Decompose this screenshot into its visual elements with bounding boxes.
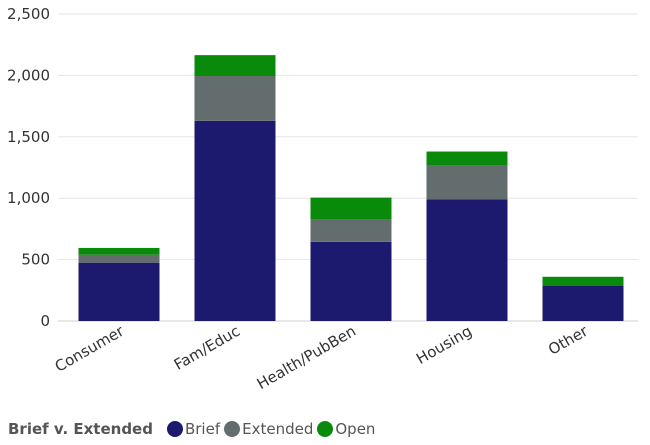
bar-extended-health-pubben[interactable] <box>310 219 392 242</box>
y-tick-label: 2,500 <box>7 5 50 23</box>
x-tick-label: Health/PubBen <box>254 322 359 393</box>
bar-open-housing[interactable] <box>426 151 508 166</box>
legend-item-brief[interactable]: Brief <box>166 420 221 438</box>
legend-swatch-brief <box>166 421 183 437</box>
bar-extended-consumer[interactable] <box>78 254 160 263</box>
stacked-bar-chart: 0 500 1,000 1,500 2,000 2,500 Consumer Fam/Edu… <box>7 5 638 393</box>
y-tick-label: 1,000 <box>7 189 50 207</box>
y-tick-label: 0 <box>40 312 50 330</box>
legend-swatch-extended <box>224 421 241 437</box>
y-tick-label: 2,000 <box>7 66 50 84</box>
bar-brief-consumer[interactable] <box>78 262 160 321</box>
x-axis-tick-labels: Consumer Fam/Educ Health/PubBen Housing Othe… <box>52 321 592 393</box>
legend-swatch-open <box>317 421 334 437</box>
bar-brief-housing[interactable] <box>426 199 508 321</box>
bar-brief-other[interactable] <box>542 286 624 321</box>
bar-brief-fam-educ[interactable] <box>194 120 276 321</box>
x-tick-label: Consumer <box>52 321 128 375</box>
bar-open-fam-educ[interactable] <box>194 55 276 77</box>
bar-open-consumer[interactable] <box>78 247 160 255</box>
legend-title: Brief v. Extended <box>8 420 153 438</box>
legend-item-open[interactable]: Open <box>317 420 375 438</box>
legend-item-extended[interactable]: Extended <box>224 420 313 438</box>
y-axis-tick-labels: 0 500 1,000 1,500 2,000 2,500 <box>7 5 50 330</box>
bars <box>78 55 624 321</box>
bar-extended-housing[interactable] <box>426 165 508 200</box>
y-tick-label: 1,500 <box>7 128 50 146</box>
bar-open-health-pubben[interactable] <box>310 197 392 220</box>
x-tick-label: Housing <box>413 322 475 368</box>
legend-label-extended: Extended <box>242 420 314 438</box>
x-tick-label: Other <box>545 321 592 358</box>
bar-extended-fam-educ[interactable] <box>194 76 276 121</box>
legend-label-open: Open <box>335 420 376 438</box>
bar-open-other[interactable] <box>542 276 624 287</box>
y-tick-label: 500 <box>21 251 50 269</box>
x-tick-label: Fam/Educ <box>171 322 243 374</box>
legend: Brief v. Extended Brief Extended Open <box>8 420 379 438</box>
legend-label-brief: Brief <box>184 420 221 438</box>
bar-brief-health-pubben[interactable] <box>310 241 392 321</box>
